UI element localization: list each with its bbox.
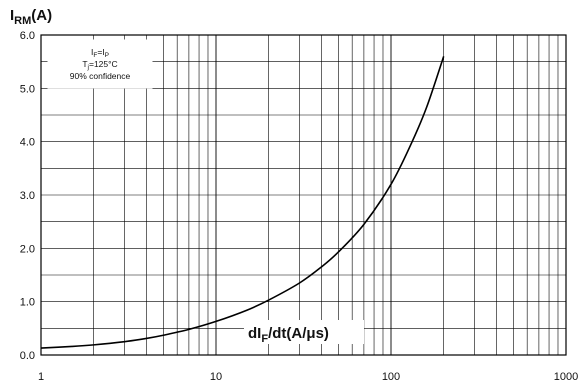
- legend-background: [47, 39, 153, 89]
- x-tick-labels: 1 10 100 1000: [38, 371, 578, 383]
- legend-line: Tj=125°C: [82, 59, 117, 71]
- y-tick-label: 4.0: [20, 137, 35, 149]
- x-tick-label: 10: [210, 371, 222, 383]
- x-tick-label: 1: [38, 371, 44, 383]
- grid: [41, 35, 566, 355]
- y-axis-title: IRM(A): [10, 7, 52, 27]
- y-axis-title-main: I: [10, 7, 14, 24]
- legend-line: 90% confidence: [70, 71, 131, 81]
- y-tick-label: 0.0: [20, 350, 35, 362]
- x-axis-title-sub: F: [261, 333, 268, 345]
- legend-line: IF=IP: [91, 47, 109, 59]
- x-axis-title: dIF/dt(A/μs): [248, 325, 329, 345]
- y-axis-title-rest: (A): [31, 7, 52, 24]
- y-axis-title-sub: RM: [14, 15, 31, 27]
- y-tick-label: 1.0: [20, 297, 35, 309]
- x-axis-title-rest: /dt(A/μs): [268, 325, 329, 342]
- y-tick-label: 5.0: [20, 83, 35, 95]
- x-axis-title-background: [244, 320, 364, 344]
- x-tick-label: 100: [382, 371, 400, 383]
- y-tick-label: 6.0: [20, 30, 35, 42]
- y-tick-labels: 0.0 1.0 2.0 3.0 4.0 5.0 6.0: [20, 30, 35, 362]
- y-tick-label: 3.0: [20, 190, 35, 202]
- x-axis-title-main: dI: [248, 325, 261, 342]
- series-line: [40, 56, 445, 349]
- x-tick-label: 1000: [554, 371, 578, 383]
- y-tick-label: 2.0: [20, 243, 35, 255]
- plot-frame: [40, 34, 567, 356]
